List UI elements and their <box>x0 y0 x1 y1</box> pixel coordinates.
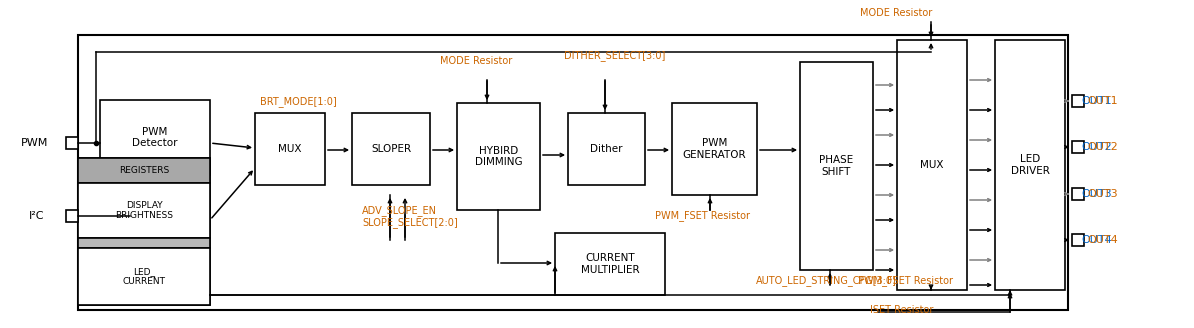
Text: PWM_FSET Resistor: PWM_FSET Resistor <box>656 210 750 221</box>
Bar <box>1072 234 1084 246</box>
Text: I²C: I²C <box>29 211 44 221</box>
Text: MUX: MUX <box>921 160 943 170</box>
Bar <box>555 233 665 295</box>
Bar <box>1072 188 1084 200</box>
Bar <box>800 62 873 270</box>
Bar <box>100 100 210 175</box>
Text: AUTO_LED_STRING_CFG[3:0]: AUTO_LED_STRING_CFG[3:0] <box>756 275 897 286</box>
Bar <box>672 103 757 195</box>
Bar <box>78 183 210 238</box>
Text: MUX: MUX <box>278 144 302 154</box>
Text: MODE Resistor: MODE Resistor <box>441 56 512 66</box>
Bar <box>256 113 325 185</box>
Text: PWM: PWM <box>20 138 48 148</box>
Bar <box>457 103 540 210</box>
Text: OUT4: OUT4 <box>1087 235 1118 245</box>
Bar <box>352 113 430 185</box>
Text: OUT2: OUT2 <box>1087 142 1118 152</box>
Bar <box>1072 95 1084 107</box>
Bar <box>78 158 210 183</box>
Bar <box>78 248 210 305</box>
Text: ADV_SLOPE_EN
SLOPE_SELECT[2:0]: ADV_SLOPE_EN SLOPE_SELECT[2:0] <box>362 205 457 228</box>
Text: PWM_FSET Resistor: PWM_FSET Resistor <box>858 275 953 286</box>
Text: OUT4: OUT4 <box>1082 235 1112 245</box>
Text: OUT2: OUT2 <box>1082 142 1112 152</box>
Text: MODE Resistor: MODE Resistor <box>860 8 933 18</box>
Text: OUT1: OUT1 <box>1082 96 1112 106</box>
Text: PWM
GENERATOR: PWM GENERATOR <box>683 138 746 160</box>
Text: LED
DRIVER: LED DRIVER <box>1010 154 1050 176</box>
Text: REGISTERS: REGISTERS <box>119 166 170 175</box>
Text: OUT3: OUT3 <box>1087 189 1118 199</box>
Text: OUT1: OUT1 <box>1087 96 1118 106</box>
Text: PWM
Detector: PWM Detector <box>133 127 178 148</box>
Text: DITHER_SELECT[3:0]: DITHER_SELECT[3:0] <box>564 50 665 61</box>
Bar <box>897 40 967 290</box>
Text: LED_
CURRENT: LED_ CURRENT <box>123 267 166 286</box>
Text: Dither: Dither <box>590 144 623 154</box>
Bar <box>78 238 210 248</box>
Bar <box>78 35 1067 310</box>
Bar <box>568 113 645 185</box>
Bar <box>78 158 210 305</box>
Text: HYBIRD
DIMMING: HYBIRD DIMMING <box>475 146 522 167</box>
Bar <box>1072 141 1084 153</box>
Text: BRT_MODE[1:0]: BRT_MODE[1:0] <box>260 96 337 107</box>
Text: ISET Resistor: ISET Resistor <box>870 305 934 315</box>
Text: OUT3: OUT3 <box>1082 189 1112 199</box>
Text: PHASE
SHIFT: PHASE SHIFT <box>819 155 854 177</box>
Bar <box>995 40 1065 290</box>
Bar <box>66 137 78 149</box>
Text: DISPLAY
BRIGHTNESS: DISPLAY BRIGHTNESS <box>115 201 173 220</box>
Text: CURRENT
MULTIPLIER: CURRENT MULTIPLIER <box>580 253 639 275</box>
Text: SLOPER: SLOPER <box>371 144 411 154</box>
Bar <box>66 210 78 222</box>
